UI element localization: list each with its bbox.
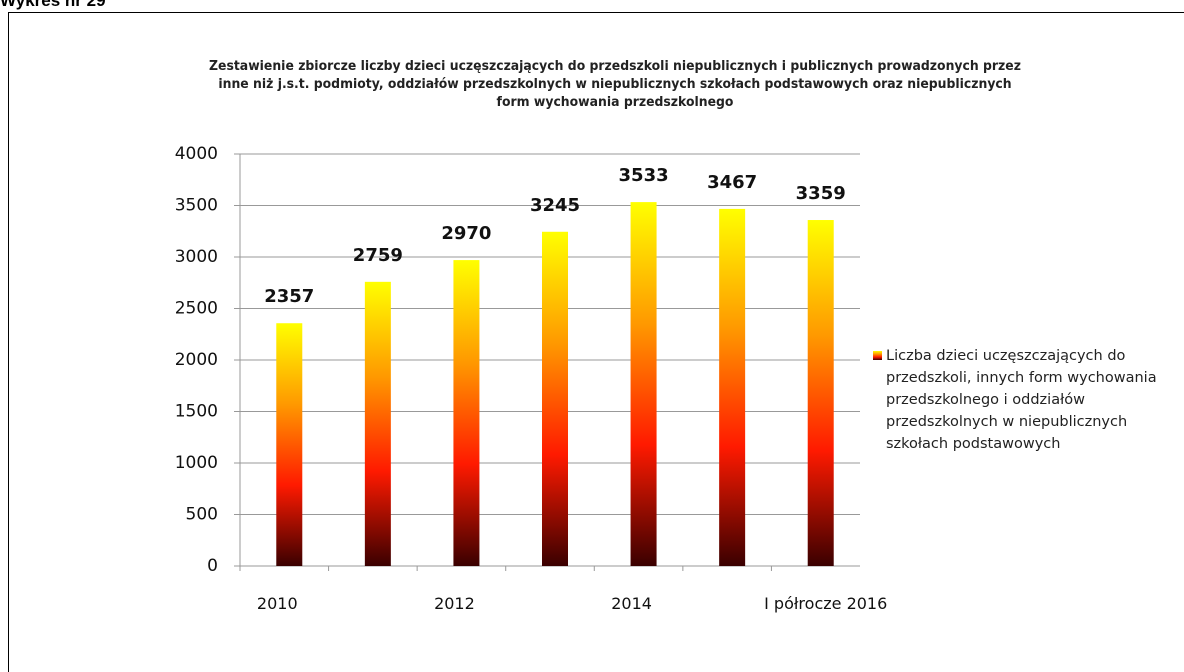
y-tick-label: 3500	[175, 196, 218, 216]
y-tick-label: 4000	[175, 144, 218, 164]
heading: Wykres nr 29	[0, 0, 106, 10]
y-tick-label: 3000	[175, 247, 218, 267]
y-tick-label: 2000	[175, 350, 218, 370]
bar	[630, 202, 657, 566]
y-tick-label: 500	[186, 505, 218, 525]
legend-marker	[873, 351, 882, 360]
x-tick-label: 2010	[256, 594, 298, 613]
y-tick-label: 2500	[175, 299, 218, 319]
y-tick-label: 1000	[175, 453, 218, 473]
bar	[542, 231, 568, 566]
x-tick-label: 2014	[611, 594, 652, 613]
chart-frame	[8, 12, 1184, 672]
bar	[807, 220, 834, 566]
chart-title: Zestawienie zbiorcze liczby dzieci uczęs…	[209, 58, 1021, 110]
data-label: 2970	[441, 223, 491, 244]
data-label: 3533	[619, 165, 669, 186]
data-label: 3467	[707, 172, 757, 193]
data-label: 2357	[264, 286, 314, 307]
data-label: 2759	[353, 245, 403, 266]
bar	[364, 281, 391, 566]
bar	[719, 208, 746, 567]
data-label: 3245	[530, 195, 580, 216]
y-tick-label: 1500	[175, 402, 218, 422]
y-tick-label: 0	[207, 556, 218, 576]
data-label: 3359	[796, 183, 846, 204]
legend-label: Liczba dzieci uczęszczających do przedsz…	[886, 348, 1157, 452]
bar	[276, 323, 303, 566]
x-tick-label: 2012	[434, 594, 475, 613]
bar	[453, 260, 480, 566]
x-tick-label: I półrocze 2016	[764, 594, 888, 613]
